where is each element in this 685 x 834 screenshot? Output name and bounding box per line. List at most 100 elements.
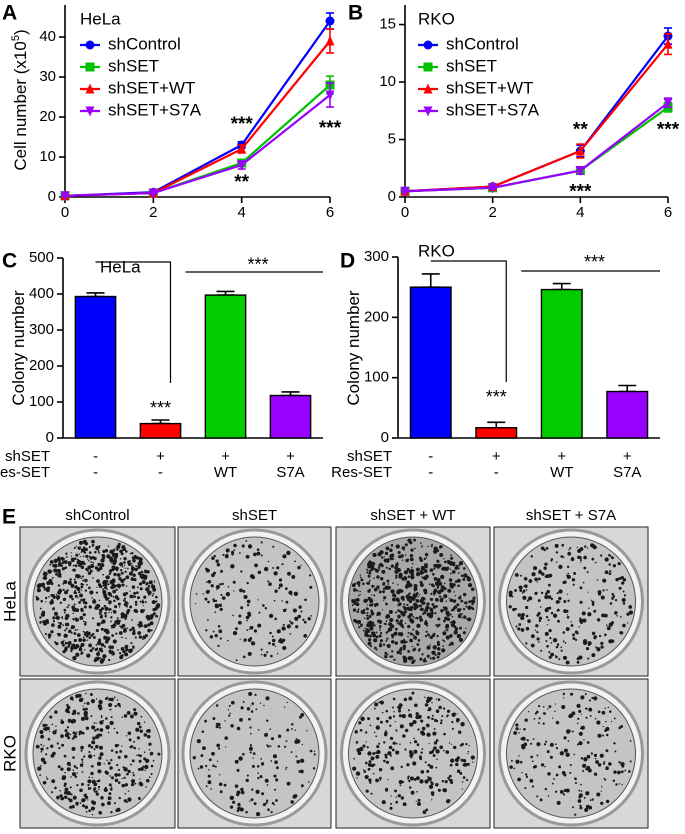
- colony: [402, 644, 407, 649]
- marker: [325, 90, 335, 101]
- colony: [45, 601, 47, 603]
- colony: [52, 730, 57, 735]
- colony: [105, 630, 110, 635]
- colony: [363, 608, 366, 612]
- colony: [102, 549, 106, 553]
- colony: [95, 591, 99, 594]
- colony: [398, 709, 402, 713]
- colony: [367, 574, 371, 578]
- colony: [390, 655, 394, 658]
- colony: [151, 594, 154, 597]
- colony: [571, 578, 576, 582]
- colony: [375, 648, 378, 651]
- colony: [536, 613, 540, 617]
- colony: [530, 555, 533, 558]
- colony: [91, 725, 96, 730]
- colony: [84, 541, 89, 546]
- colony: [91, 776, 93, 779]
- panel-label: HeLa: [80, 9, 121, 28]
- colony: [523, 576, 528, 581]
- colony: [608, 563, 611, 566]
- colony: [218, 782, 223, 787]
- colony: [546, 644, 549, 648]
- colony: [57, 574, 61, 578]
- colony: [218, 774, 221, 776]
- colony: [390, 633, 395, 638]
- colony: [453, 605, 458, 609]
- colony: [72, 643, 76, 647]
- colony: [395, 800, 399, 804]
- colony: [126, 710, 131, 715]
- colony: [123, 557, 127, 561]
- colony: [300, 610, 303, 613]
- colony: [357, 624, 359, 626]
- colony: [424, 779, 429, 784]
- colony: [128, 571, 133, 576]
- colony: [427, 715, 431, 719]
- colony: [582, 581, 585, 584]
- colony: [572, 806, 575, 809]
- colony: [79, 788, 83, 793]
- colony: [215, 559, 219, 563]
- colony: [404, 570, 408, 574]
- colony: [117, 602, 121, 606]
- colony: [58, 559, 61, 563]
- colony: [402, 606, 404, 608]
- colony: [597, 592, 602, 596]
- colony: [622, 578, 627, 582]
- colony: [585, 804, 590, 809]
- colony: [232, 800, 236, 804]
- colony: [395, 742, 398, 745]
- colony: [411, 596, 416, 601]
- colony: [230, 564, 235, 569]
- colony: [149, 621, 154, 626]
- colony: [43, 760, 47, 765]
- colony: [122, 623, 126, 628]
- colony: [117, 702, 121, 707]
- colony: [289, 620, 291, 623]
- colony: [436, 642, 441, 647]
- colony: [81, 548, 86, 553]
- colony: [272, 803, 275, 806]
- colony: [437, 617, 441, 621]
- significance: ***: [247, 255, 268, 275]
- colony: [37, 766, 42, 771]
- colony: [43, 611, 45, 613]
- colony: [626, 612, 630, 616]
- colony: [409, 741, 412, 744]
- colony: [241, 544, 245, 548]
- colony: [597, 710, 601, 714]
- colony: [407, 631, 410, 634]
- colony: [561, 770, 566, 775]
- colony: [366, 746, 369, 749]
- colony: [245, 810, 248, 814]
- colony: [576, 703, 581, 708]
- legend-label: shControl: [108, 34, 181, 53]
- colony: [312, 767, 316, 770]
- colony: [48, 595, 50, 598]
- colony: [81, 771, 84, 773]
- legend-label: shSET: [446, 56, 497, 75]
- colony: [425, 660, 428, 663]
- colony: [82, 598, 86, 601]
- colony: [421, 748, 424, 750]
- colony: [131, 552, 134, 555]
- colony: [80, 716, 86, 721]
- colony: [272, 754, 277, 759]
- colony: [245, 615, 250, 620]
- colony: [437, 698, 441, 701]
- colony: [559, 789, 564, 794]
- colony: [135, 591, 139, 595]
- colony: [307, 781, 310, 783]
- colony: [407, 538, 412, 543]
- colony: [515, 723, 519, 727]
- colony: [370, 792, 373, 795]
- colony: [110, 612, 113, 614]
- colony: [119, 568, 123, 572]
- colony: [454, 621, 456, 624]
- colony: [624, 769, 627, 772]
- colony: [544, 594, 549, 600]
- colony: [295, 738, 298, 740]
- colony: [124, 645, 129, 649]
- colony: [409, 638, 413, 643]
